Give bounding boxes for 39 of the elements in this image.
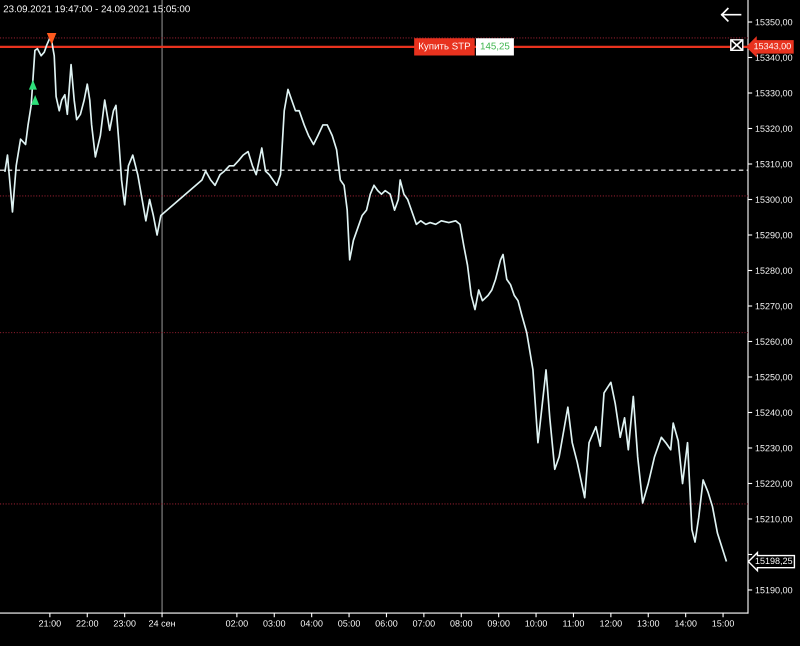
x-tick-label: 21:00 [39,620,61,627]
x-tick-label: 02:00 [226,620,248,627]
x-tick-label: 05:00 [338,620,360,627]
y-tick-label: 15198,25 [756,558,792,566]
x-tick-label: 11:00 [563,620,584,627]
x-tick-label: 22:00 [76,620,98,627]
x-tick-label: 24 сен [148,620,175,627]
y-tick-label: 15270,00 [756,302,792,310]
x-tick-label: 13:00 [638,620,660,627]
annotation: 145,25 [480,42,510,51]
y-tick-label: 15190,00 [756,586,792,594]
y-tick-label: 15240,00 [756,409,792,417]
x-tick-label: 03:00 [263,620,286,627]
y-tick-label: 15320,00 [756,125,792,133]
y-tick-label: 15260,00 [756,338,792,346]
y-tick-label: 15230,00 [756,444,792,452]
y-tick-label: 15280,00 [756,267,792,275]
x-tick-label: 07:00 [412,620,435,627]
x-tick-label: 23:00 [114,620,136,627]
x-tick-label: 06:00 [376,620,398,627]
x-tick-label: 12:00 [600,620,622,627]
y-tick-label: 15300,00 [756,196,792,204]
y-tick-label: 15340,00 [756,54,792,62]
y-tick-label: 15290,00 [756,232,792,240]
y-tick-label: 15220,00 [756,480,792,488]
x-tick-label: 14:00 [675,620,697,627]
x-tick-label: 15:00 [712,620,734,627]
annotation: Купить STP [419,42,470,52]
y-tick-label: 15310,00 [756,160,792,168]
x-tick-label: 08:00 [450,620,472,627]
chart-title: 23.09.2021 19:47:00 - 24.09.2021 15:05:00 [4,5,190,12]
x-tick-label: 10:00 [525,620,548,627]
ref-line-label: 15343,00 [754,42,791,50]
x-tick-label: 09:00 [488,620,510,627]
x-tick-label: 04:00 [300,620,323,627]
y-tick-label: 15330,00 [756,90,792,98]
y-tick-label: 15350,00 [756,18,792,26]
y-tick-label: 15210,00 [756,516,792,524]
y-tick-label: 15250,00 [756,374,792,382]
